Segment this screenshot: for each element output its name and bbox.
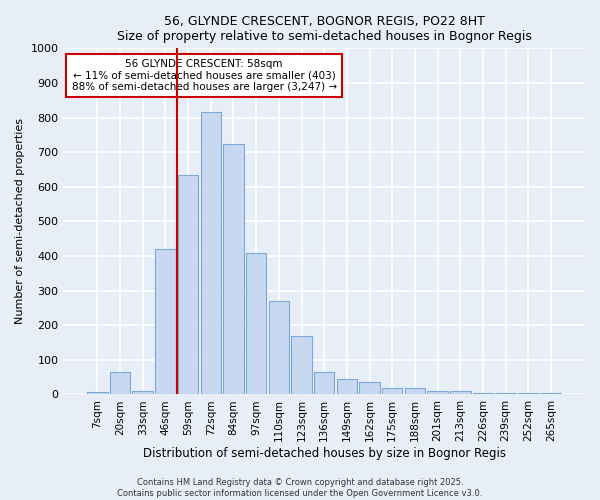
Bar [110,372,130,394]
Bar [337,379,357,394]
Bar [359,382,380,394]
Bar [518,392,539,394]
Bar [87,392,107,394]
Y-axis label: Number of semi-detached properties: Number of semi-detached properties [15,118,25,324]
Text: Contains HM Land Registry data © Crown copyright and database right 2025.
Contai: Contains HM Land Registry data © Crown c… [118,478,482,498]
X-axis label: Distribution of semi-detached houses by size in Bognor Regis: Distribution of semi-detached houses by … [143,447,506,460]
Text: 56 GLYNDE CRESCENT: 58sqm
← 11% of semi-detached houses are smaller (403)
88% of: 56 GLYNDE CRESCENT: 58sqm ← 11% of semi-… [71,58,337,92]
Bar [178,174,198,394]
Bar [405,388,425,394]
Bar [292,336,312,394]
Bar [450,391,470,394]
Bar [473,392,493,394]
Title: 56, GLYNDE CRESCENT, BOGNOR REGIS, PO22 8HT
Size of property relative to semi-de: 56, GLYNDE CRESCENT, BOGNOR REGIS, PO22 … [117,15,532,43]
Bar [541,392,561,394]
Bar [223,144,244,394]
Bar [246,252,266,394]
Bar [155,249,176,394]
Bar [133,391,153,394]
Bar [314,372,334,394]
Bar [382,388,403,394]
Bar [269,301,289,394]
Bar [427,391,448,394]
Bar [496,392,516,394]
Bar [200,112,221,394]
